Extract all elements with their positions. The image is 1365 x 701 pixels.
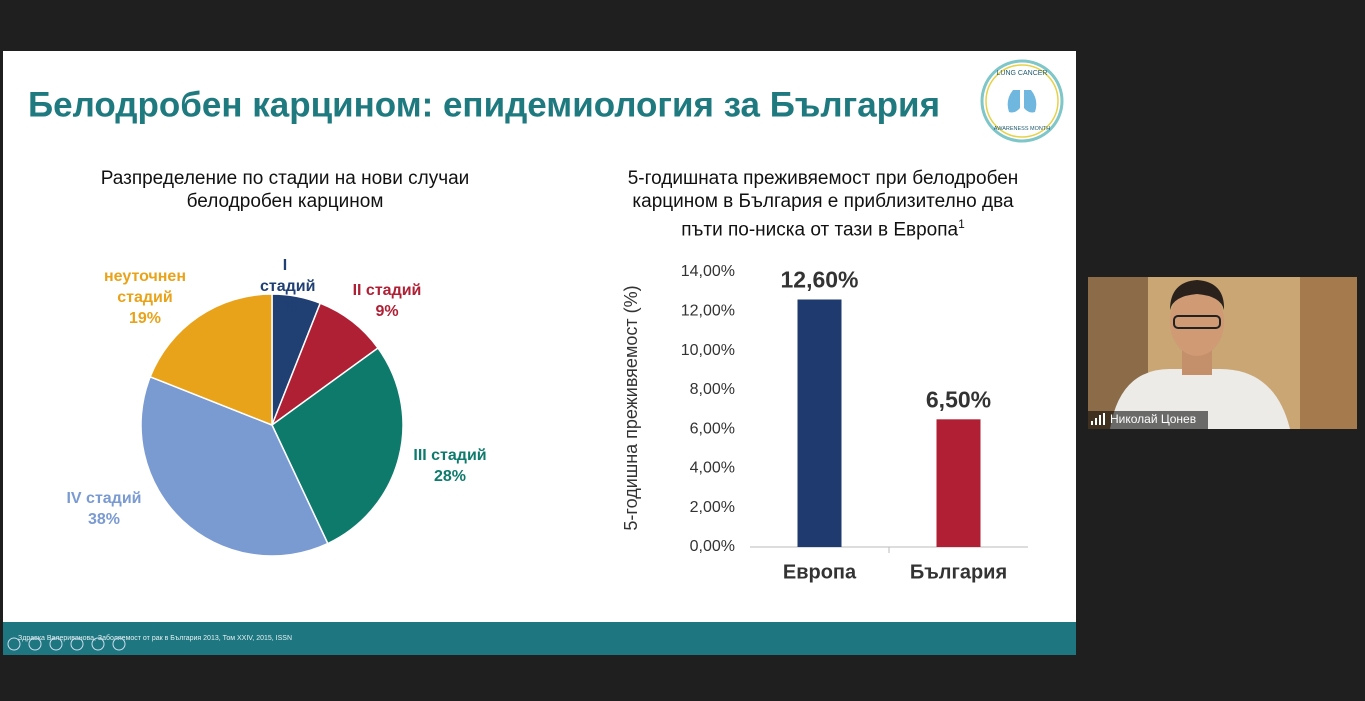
- slice-label: II стадий: [352, 282, 422, 299]
- y-tick-label: 6,00%: [690, 420, 735, 437]
- toolbar-button[interactable]: [112, 637, 126, 651]
- pie-slice: [149, 293, 273, 427]
- toolbar-button[interactable]: [49, 637, 63, 651]
- toolbar-button[interactable]: [70, 637, 84, 651]
- bar-value-label: 12,60%: [780, 267, 858, 293]
- bar-value-label: 6,50%: [926, 386, 991, 412]
- video-tile: Николай Цонев: [1088, 277, 1357, 429]
- x-tick-label: Европа: [783, 561, 857, 583]
- bar: [797, 299, 842, 547]
- slide-footer: [3, 622, 1076, 655]
- y-axis-label: 5-годишна преживяемост (%): [621, 285, 641, 530]
- y-tick-label: 12,00%: [681, 303, 735, 320]
- participant-name: Николай Цонев: [1110, 412, 1196, 426]
- toolbar-button[interactable]: [28, 637, 42, 651]
- slide-logo: LUNG CANCER AWARENESS MONTH: [980, 59, 1064, 143]
- chart-title: карцином в България е приблизително два: [632, 191, 1014, 212]
- chart-title: Разпределение по стадии на нови случаи: [100, 168, 470, 189]
- slice-label: неуточнен стадий: [104, 268, 186, 306]
- y-tick-label: 0,00%: [690, 538, 735, 555]
- y-tick-label: 4,00%: [690, 460, 735, 477]
- chart-title: пъти по-ниска от тази в Европа1: [681, 217, 965, 241]
- x-tick-label: България: [910, 561, 1007, 583]
- slice-value-label: 28%: [433, 468, 467, 485]
- pie-slice: [271, 346, 404, 545]
- y-tick-label: 14,00%: [681, 263, 735, 280]
- chart-title: 5-годишната преживяемост при белодробен: [627, 168, 1019, 189]
- slice-label: IV стадий: [66, 490, 142, 507]
- toolbar-button[interactable]: [91, 637, 105, 651]
- slice-value-label: 38%: [87, 511, 121, 528]
- footnote: Здравка Валериванова, Заболяемост от рак…: [18, 634, 292, 642]
- slide-title: Белодробен карцином: епидемиология за Бъ…: [28, 85, 940, 124]
- logo-text: LUNG CANCER: [997, 70, 1048, 77]
- footnote-marker: 1: [958, 217, 965, 231]
- logo-text: AWARENESS MONTH: [994, 126, 1050, 132]
- slice-value-label: 19%: [128, 310, 162, 327]
- slice-value-label: 6%: [273, 299, 297, 316]
- presenter-toolbar: [7, 637, 126, 651]
- pie-slice: [140, 375, 329, 557]
- bar: [936, 419, 981, 547]
- chart-title: белодробен карцином: [186, 191, 384, 212]
- toolbar-button[interactable]: [7, 637, 21, 651]
- slice-value-label: 9%: [375, 303, 399, 320]
- y-tick-label: 10,00%: [681, 342, 735, 359]
- y-tick-label: 8,00%: [690, 381, 735, 398]
- y-tick-label: 2,00%: [690, 499, 735, 516]
- slice-label: I стадий: [260, 257, 316, 295]
- slice-label: III стадий: [413, 447, 487, 464]
